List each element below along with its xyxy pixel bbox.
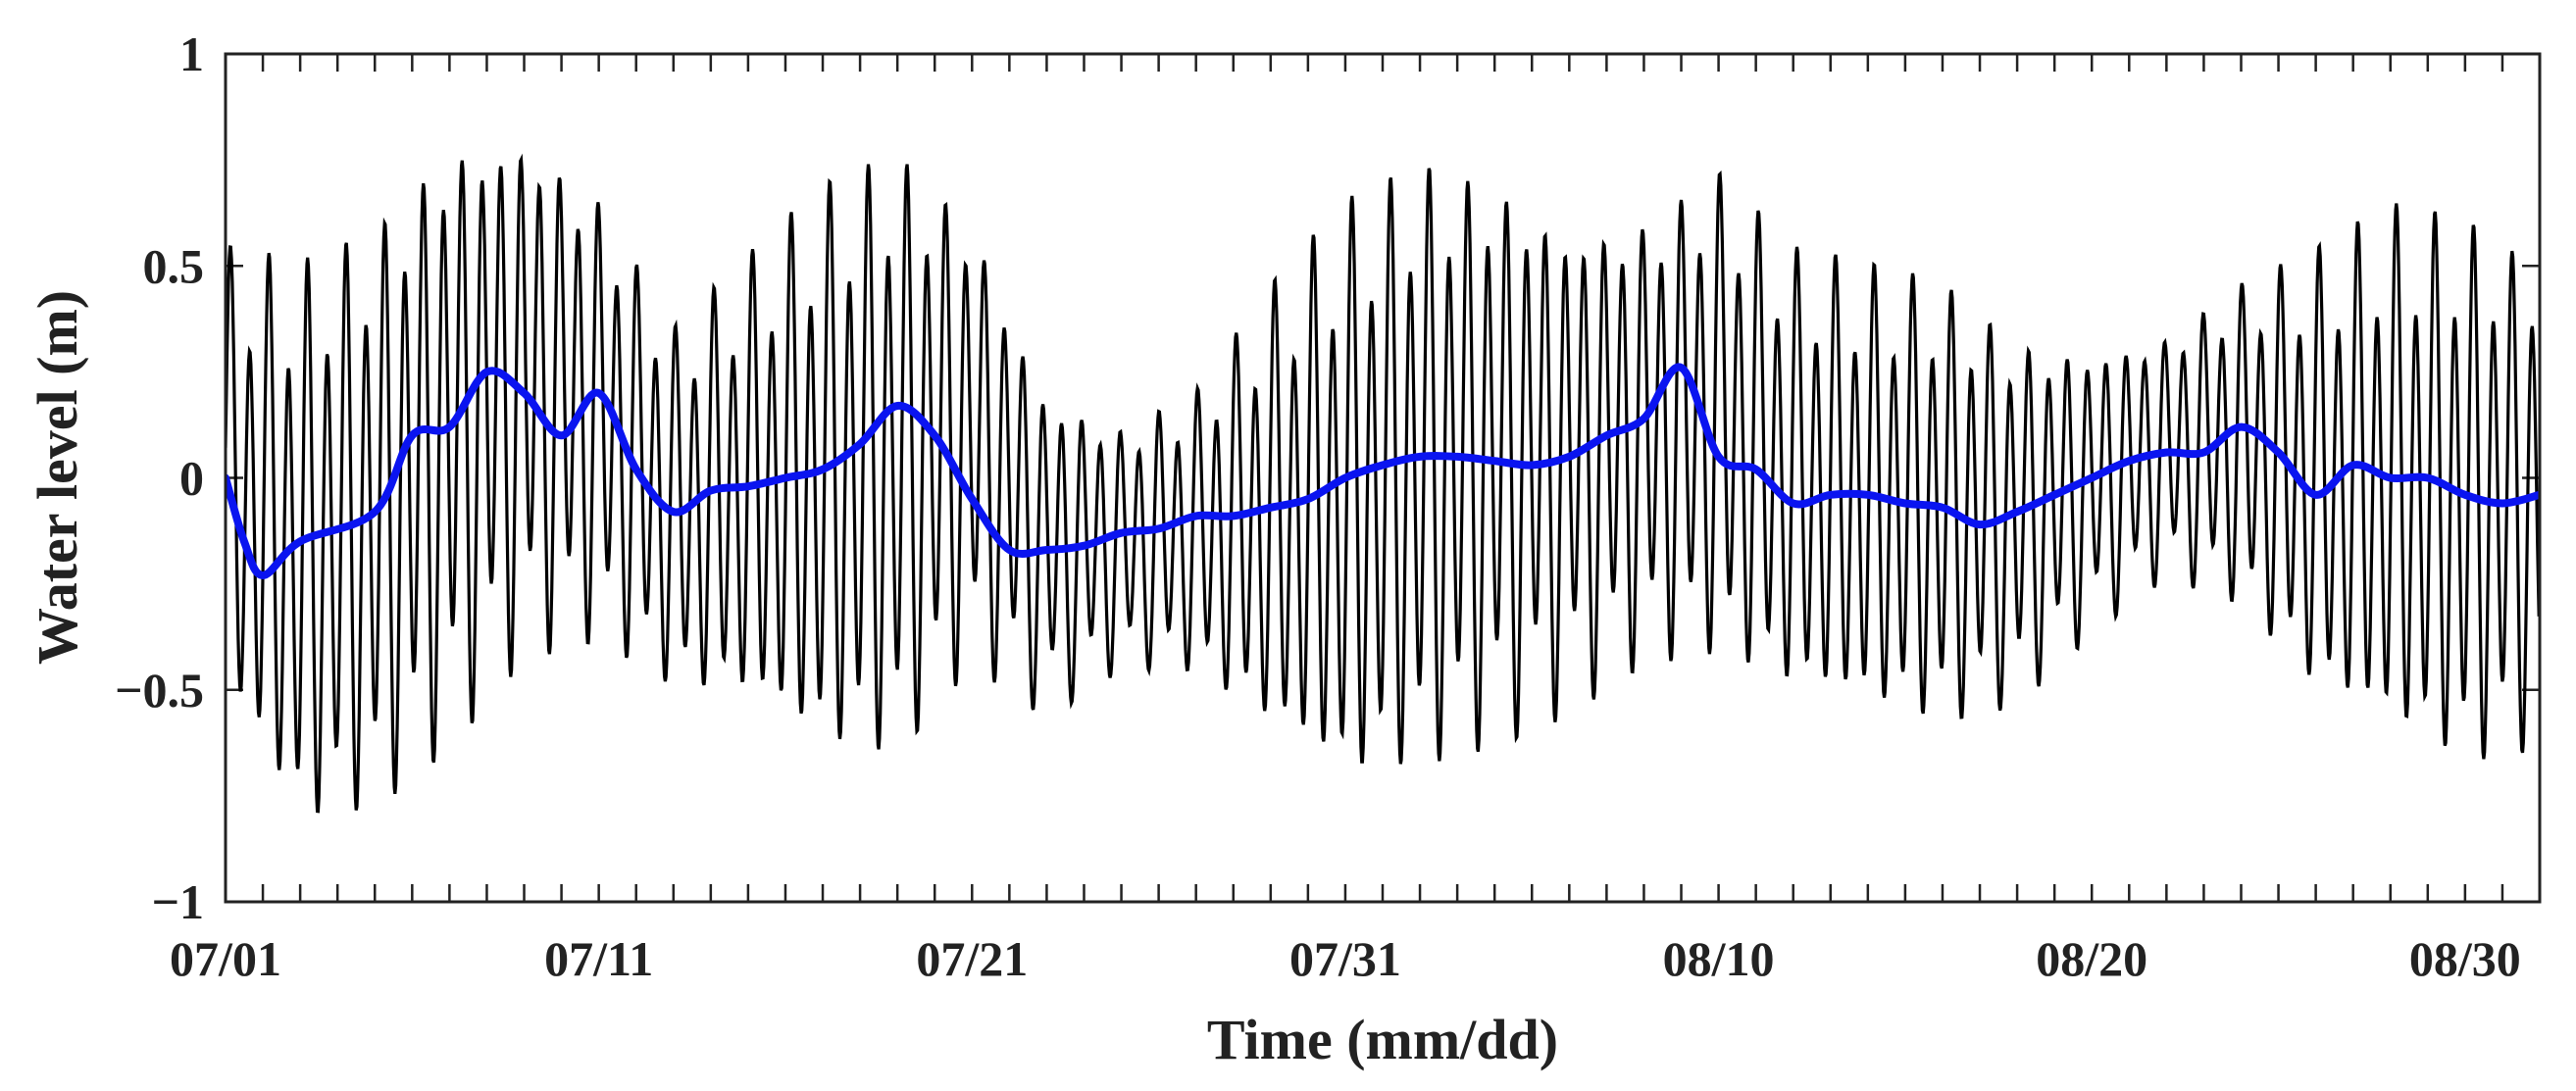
y-tick-labels: 1 0.5 0 −0.5 −1: [115, 26, 204, 929]
x-axis-label: Time (mm/dd): [1207, 1008, 1558, 1071]
x-tick-label: 08/30: [2409, 931, 2521, 986]
axis-ticks: [226, 52, 2540, 904]
x-tick-label: 07/11: [544, 931, 653, 986]
water-level-series-line: [226, 153, 2540, 814]
x-tick-label: 08/10: [1663, 931, 1775, 986]
x-tick-labels: 07/01 07/11 07/21 07/31 08/10 08/20 08/30: [170, 931, 2521, 986]
plot-frame: [224, 52, 2542, 904]
y-tick-label: 0: [179, 451, 204, 506]
x-tick-label: 07/31: [1289, 931, 1401, 986]
y-tick-label: 0.5: [143, 238, 205, 293]
x-tick-label: 08/20: [2036, 931, 2147, 986]
mean-water-level-series-line: [226, 363, 2540, 579]
x-tick-label: 07/01: [170, 931, 281, 986]
y-tick-label: −0.5: [115, 663, 204, 718]
y-axis-label: Water level (m): [25, 290, 89, 665]
x-tick-label: 07/21: [916, 931, 1028, 986]
y-tick-label: 1: [179, 26, 204, 81]
y-tick-label: −1: [152, 874, 205, 929]
plot-series-group: [226, 153, 2540, 814]
